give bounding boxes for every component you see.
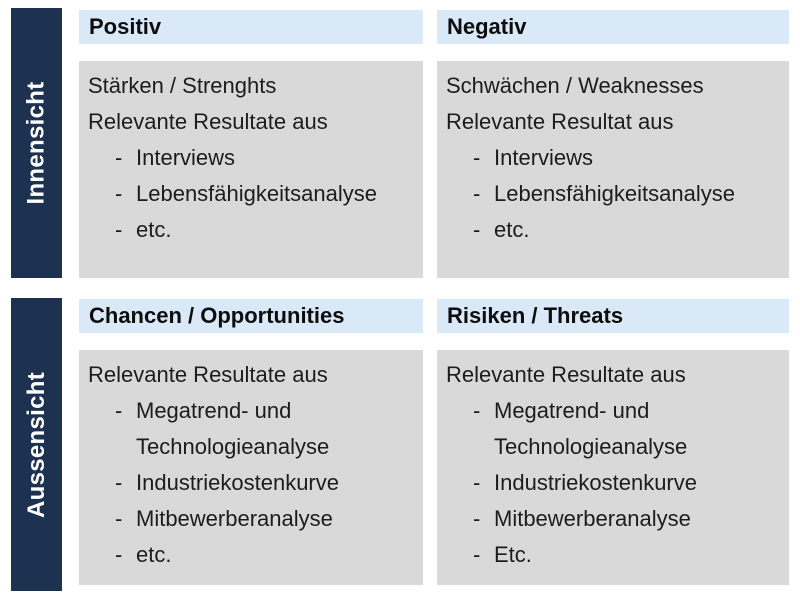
threats-bullet-text: Industriekostenkurve xyxy=(494,470,697,495)
cell-strengths: Stärken / Strenghts Relevante Resultate … xyxy=(79,61,423,278)
bullet-dash: - xyxy=(115,181,123,206)
header-chancen-opportunities: Chancen / Opportunities xyxy=(79,299,423,333)
bullet-dash: - xyxy=(473,181,481,206)
threats-bullet: - Industriekostenkurve xyxy=(446,465,781,501)
strengths-bullet: - Interviews xyxy=(88,140,415,176)
opportunities-bullet: - Megatrend- und Technologieanalyse xyxy=(88,393,415,465)
bullet-dash: - xyxy=(473,398,481,423)
header-positiv-label: Positiv xyxy=(89,14,162,39)
strengths-bullet: - Lebensfähigkeitsanalyse xyxy=(88,176,415,212)
row-label-bar-innensicht: Innensicht xyxy=(11,8,62,278)
threats-bullet-text: Etc. xyxy=(494,542,532,567)
header-positiv: Positiv xyxy=(79,10,423,44)
threats-bullet: - Megatrend- und Technologieanalyse xyxy=(446,393,781,465)
strengths-intro-line: Stärken / Strenghts xyxy=(88,73,277,98)
weaknesses-bullet-text: etc. xyxy=(494,217,530,242)
threats-bullet-text: Mitbewerberanalyse xyxy=(494,506,691,531)
bullet-dash: - xyxy=(473,506,481,531)
opportunities-bullet-text: etc. xyxy=(136,542,172,567)
header-chancen-label: Chancen / Opportunities xyxy=(89,303,345,328)
bullet-dash: - xyxy=(473,470,481,495)
bullet-dash: - xyxy=(115,506,123,531)
weaknesses-bullet: - Interviews xyxy=(446,140,781,176)
weaknesses-bullet: - etc. xyxy=(446,212,781,248)
header-risiken-threats: Risiken / Threats xyxy=(437,299,789,333)
strengths-bullet-text: Interviews xyxy=(136,145,236,170)
row-label-innensicht: Innensicht xyxy=(22,81,50,205)
opportunities-bullet-text: Megatrend- und Technologieanalyse xyxy=(136,398,330,459)
threats-bullet-text: Megatrend- und Technologieanalyse xyxy=(494,398,688,459)
strengths-intro-line: Relevante Resultate aus xyxy=(88,109,328,134)
cell-weaknesses: Schwächen / Weaknesses Relevante Resulta… xyxy=(437,61,789,278)
row-label-bar-aussensicht: Aussensicht xyxy=(11,298,62,591)
cell-threats: Relevante Resultate aus - Megatrend- und… xyxy=(437,350,789,585)
row-label-aussensicht: Aussensicht xyxy=(22,371,50,518)
weaknesses-bullet: - Lebensfähigkeitsanalyse xyxy=(446,176,781,212)
opportunities-bullet-text: Mitbewerberanalyse xyxy=(136,506,333,531)
threats-bullet: - Etc. xyxy=(446,537,781,573)
opportunities-bullet: - Mitbewerberanalyse xyxy=(88,501,415,537)
weaknesses-intro-line: Relevante Resultat aus xyxy=(446,109,674,134)
strengths-bullet-text: Lebensfähigkeitsanalyse xyxy=(136,181,377,206)
header-risiken-label: Risiken / Threats xyxy=(447,303,624,328)
bullet-dash: - xyxy=(473,217,481,242)
bullet-dash: - xyxy=(473,145,481,170)
threats-bullet: - Mitbewerberanalyse xyxy=(446,501,781,537)
opportunities-bullet: - Industriekostenkurve xyxy=(88,465,415,501)
bullet-dash: - xyxy=(115,470,123,495)
opportunities-intro-line: Relevante Resultate aus xyxy=(88,362,328,387)
bullet-dash: - xyxy=(473,542,481,567)
strengths-bullet-text: etc. xyxy=(136,217,172,242)
strengths-bullet: - etc. xyxy=(88,212,415,248)
bullet-dash: - xyxy=(115,398,123,423)
opportunities-bullet-text: Industriekostenkurve xyxy=(136,470,339,495)
header-negativ: Negativ xyxy=(437,10,789,44)
opportunities-bullet: - etc. xyxy=(88,537,415,573)
bullet-dash: - xyxy=(115,217,123,242)
threats-intro-line: Relevante Resultate aus xyxy=(446,362,686,387)
weaknesses-bullet-text: Lebensfähigkeitsanalyse xyxy=(494,181,735,206)
bullet-dash: - xyxy=(115,145,123,170)
cell-opportunities: Relevante Resultate aus - Megatrend- und… xyxy=(79,350,423,585)
weaknesses-bullet-text: Interviews xyxy=(494,145,594,170)
weaknesses-intro-line: Schwächen / Weaknesses xyxy=(446,73,704,98)
bullet-dash: - xyxy=(115,542,123,567)
header-negativ-label: Negativ xyxy=(447,14,527,39)
